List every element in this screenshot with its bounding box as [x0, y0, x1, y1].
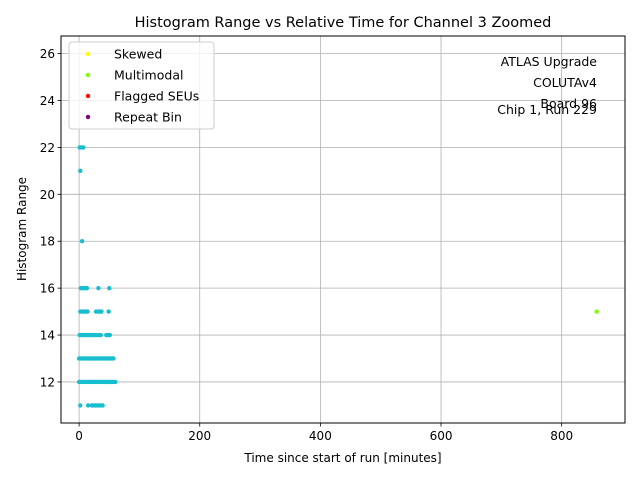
- y-axis-ticks: 12 14 16 18 20 22 24 26: [40, 47, 61, 389]
- legend-label: Flagged SEUs: [114, 89, 199, 104]
- data-point: [107, 332, 113, 338]
- data-point: [85, 403, 91, 408]
- plot-frame: [60, 35, 626, 424]
- data-point: [96, 285, 101, 291]
- annotation-line-3: Board 96: [540, 96, 597, 111]
- legend-label: Skewed: [114, 47, 162, 62]
- data-point: [113, 379, 118, 385]
- annotation-line-4: Chip 1, Run 229: [497, 102, 597, 117]
- y-tick-label: 24: [40, 94, 55, 108]
- data-point: [99, 309, 104, 314]
- x-tick-label: 600: [430, 429, 453, 443]
- annotation-line-1: ATLAS Upgrade: [501, 54, 598, 69]
- chart-title: Histogram Range vs Relative Time for Cha…: [135, 15, 552, 31]
- y-tick-label: 20: [40, 188, 55, 202]
- legend-marker: [85, 93, 91, 99]
- legend-marker: [85, 114, 91, 120]
- legend-items: Skewed Multimodal Flagged SEUs Repeat Bin: [85, 47, 199, 125]
- data-point: [106, 309, 111, 314]
- data-point: [84, 285, 90, 291]
- annotation: ATLAS Upgrade COLUTAv4 Board 96 Chip 1, …: [497, 54, 597, 117]
- y-axis-label: Histogram Range: [15, 177, 29, 281]
- y-tick-label: 22: [40, 141, 55, 155]
- annotation-line-2: COLUTAv4: [533, 75, 597, 90]
- data-point: [594, 309, 599, 314]
- data-point: [81, 145, 86, 150]
- legend-label: Multimodal: [114, 68, 183, 83]
- data-points: [76, 145, 599, 408]
- data-point: [98, 332, 104, 338]
- data-point: [79, 239, 85, 244]
- data-point: [93, 332, 99, 338]
- y-tick-label: 14: [40, 329, 55, 343]
- x-tick-label: 400: [309, 429, 332, 443]
- x-tick-label: 0: [75, 429, 83, 443]
- x-tick-label: 800: [550, 429, 573, 443]
- y-tick-label: 26: [40, 47, 55, 61]
- legend-marker: [85, 51, 91, 57]
- y-tick-label: 12: [40, 375, 55, 389]
- x-tick-label: 200: [188, 429, 211, 443]
- legend-marker: [85, 72, 91, 78]
- data-point: [78, 168, 83, 174]
- data-point: [100, 403, 105, 408]
- data-point: [111, 356, 116, 361]
- x-axis-label: Time since start of run [minutes]: [243, 451, 441, 465]
- data-point: [78, 403, 83, 408]
- data-point: [85, 309, 90, 314]
- legend-box: [68, 41, 215, 130]
- x-axis-ticks: 0 200 400 600 800: [75, 423, 573, 443]
- legend-label: Repeat Bin: [114, 110, 182, 125]
- data-point: [107, 285, 112, 291]
- y-tick-label: 18: [40, 235, 55, 249]
- y-tick-label: 16: [40, 282, 55, 296]
- legend: Skewed Multimodal Flagged SEUs Repeat Bin: [68, 41, 215, 130]
